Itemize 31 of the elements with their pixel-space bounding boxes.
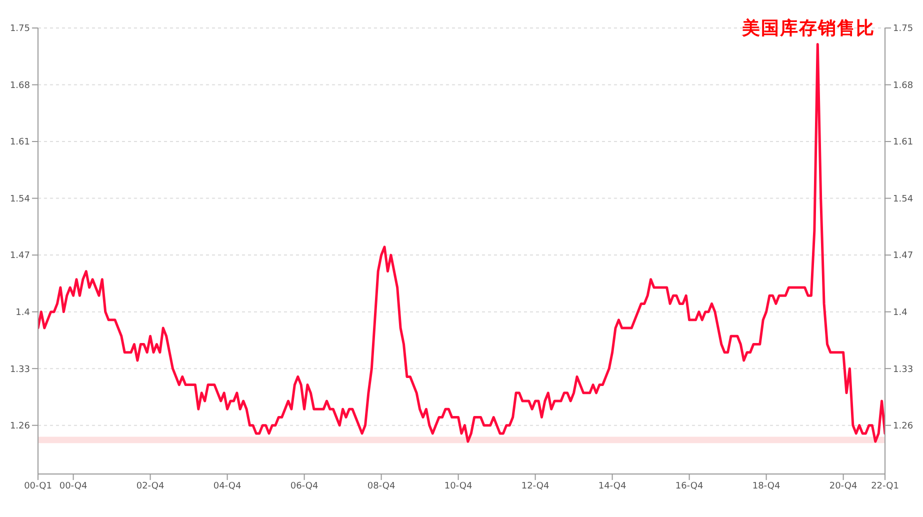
y2-tick-label: 1.75	[893, 24, 914, 34]
x-tick-label: 16-Q4	[675, 481, 704, 492]
y2-tick-label: 1.68	[893, 80, 914, 91]
y-tick-label: 1.75	[10, 24, 30, 34]
y-tick-label: 1.26	[10, 422, 30, 432]
y-tick-label: 1.47	[10, 251, 30, 262]
x-tick-label: 18-Q4	[752, 481, 780, 492]
y2-tick-label: 1.61	[893, 138, 914, 148]
x-tick-label: 08-Q4	[367, 481, 396, 492]
x-tick-label: 00-Q4	[59, 481, 88, 492]
y2-tick-label: 1.26	[893, 422, 914, 432]
x-tick-label: 06-Q4	[290, 481, 318, 492]
y-tick-label: 1.33	[10, 364, 30, 375]
x-tick-label: 22-Q1	[871, 481, 899, 492]
y2-tick-label: 1.4	[893, 308, 908, 318]
y2-tick-label: 1.47	[893, 251, 914, 262]
line-series	[38, 42, 885, 443]
x-tick-label: 10-Q4	[444, 481, 472, 492]
y-tick-label: 1.54	[10, 194, 30, 204]
x-tick-label: 14-Q4	[598, 481, 626, 492]
x-tick-label: 12-Q4	[521, 481, 550, 492]
y-tick-label: 1.61	[10, 138, 30, 148]
x-tick-label: 04-Q4	[213, 481, 242, 492]
x-tick-label: 20-Q4	[829, 481, 858, 492]
y-tick-label: 1.68	[10, 80, 30, 91]
y2-tick-label: 1.33	[893, 364, 914, 375]
chart-title: 美国库存销售比	[742, 17, 875, 40]
y2-tick-label: 1.54	[893, 194, 914, 204]
x-tick-label: 00-Q1	[24, 481, 52, 492]
x-tick-label: 02-Q4	[136, 481, 164, 492]
y-tick-label: 1.4	[16, 308, 30, 318]
